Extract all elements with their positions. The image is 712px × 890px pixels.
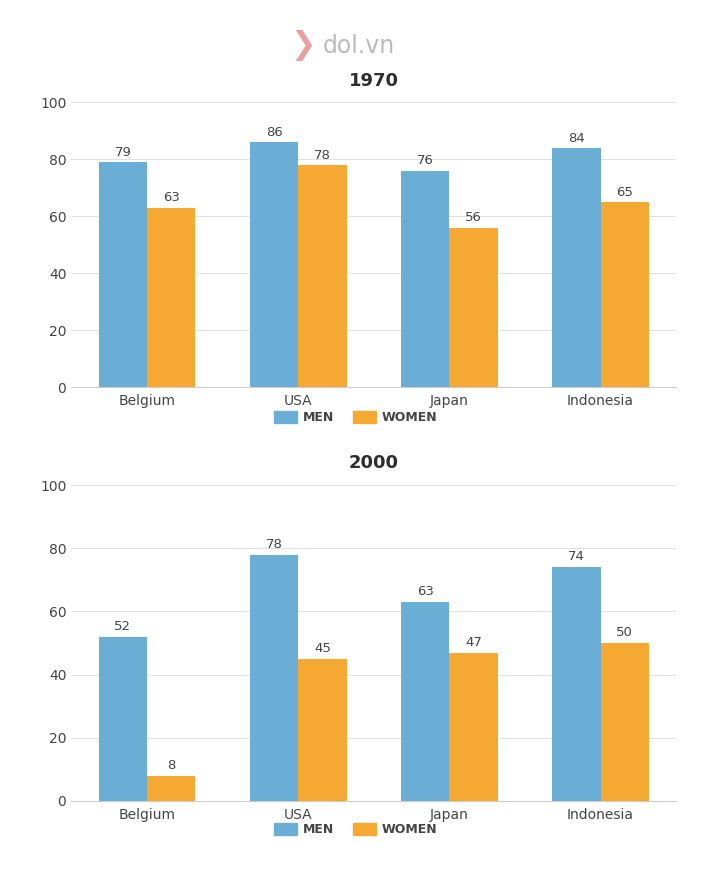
Legend: MEN, WOMEN: MEN, WOMEN	[269, 818, 443, 841]
Text: 63: 63	[417, 585, 434, 598]
Text: 8: 8	[167, 759, 175, 772]
Title: 2000: 2000	[349, 455, 399, 473]
Bar	[147, 776, 196, 801]
Bar	[552, 148, 600, 387]
Bar	[99, 636, 147, 801]
Bar	[401, 602, 449, 801]
Bar	[298, 659, 347, 801]
Bar	[449, 228, 498, 387]
Text: 78: 78	[314, 149, 331, 162]
Text: 79: 79	[115, 146, 131, 158]
Text: 78: 78	[266, 538, 283, 551]
Text: 84: 84	[568, 132, 585, 144]
Text: 50: 50	[617, 627, 633, 639]
Title: 1970: 1970	[349, 72, 399, 90]
Bar	[600, 202, 649, 387]
Bar	[298, 165, 347, 387]
Text: 52: 52	[115, 620, 132, 633]
Text: 45: 45	[314, 642, 331, 655]
Text: 86: 86	[266, 125, 283, 139]
Text: 76: 76	[417, 154, 434, 167]
Bar	[250, 142, 298, 387]
Bar	[250, 554, 298, 801]
Text: 63: 63	[163, 191, 179, 205]
Bar	[99, 162, 147, 387]
Bar	[552, 567, 600, 801]
Text: 65: 65	[617, 186, 633, 198]
Text: 47: 47	[465, 635, 482, 649]
Bar	[147, 207, 196, 387]
Text: ❯: ❯	[290, 30, 316, 61]
Bar	[449, 652, 498, 801]
Bar	[600, 643, 649, 801]
Legend: MEN, WOMEN: MEN, WOMEN	[269, 406, 443, 429]
Bar	[401, 171, 449, 387]
Text: 74: 74	[568, 550, 585, 563]
Text: 56: 56	[465, 211, 482, 224]
Text: dol.vn: dol.vn	[323, 34, 395, 58]
